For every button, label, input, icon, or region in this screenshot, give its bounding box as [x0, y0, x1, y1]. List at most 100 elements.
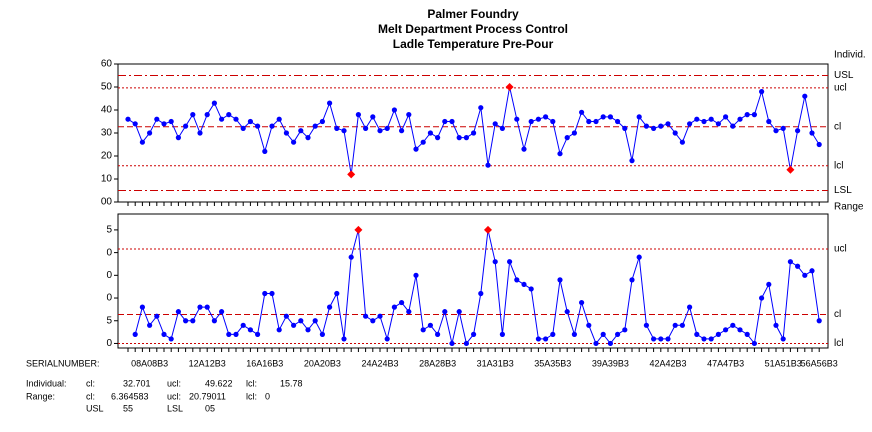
data-point: [219, 309, 225, 315]
x-tick-label: 39A39B3: [592, 358, 629, 368]
data-point: [687, 304, 693, 310]
data-point: [255, 331, 261, 337]
data-point: [377, 313, 383, 319]
footer-label: LSL: [167, 403, 183, 413]
plot-frame: [117, 213, 829, 349]
data-point: [802, 93, 808, 99]
y-tick-label: 60: [101, 59, 113, 70]
data-point: [615, 118, 621, 125]
data-point: [766, 281, 772, 288]
footer-label: ucl:: [167, 378, 181, 388]
data-point: [528, 118, 534, 125]
y-tick-label: 20: [101, 151, 113, 162]
data-point: [276, 327, 282, 333]
out-of-control-point: [786, 165, 795, 174]
x-tick-label: 56A56B3: [801, 358, 838, 368]
data-point: [636, 114, 642, 120]
data-point: [672, 130, 678, 136]
data-point: [744, 112, 750, 118]
y-tick-label: 0: [106, 338, 112, 349]
footer-label: Individual:: [26, 378, 67, 388]
data-point: [132, 121, 138, 127]
out-of-control-point: [505, 83, 514, 91]
chart-title: Melt Department Process Control: [378, 22, 568, 36]
data-point: [334, 290, 340, 297]
data-line: [134, 229, 820, 345]
data-point: [708, 336, 714, 342]
data-point: [363, 125, 369, 131]
data-point: [564, 135, 570, 141]
y-tick-label: 40: [101, 105, 113, 116]
footer-value: 15.78: [280, 378, 303, 388]
x-tick-label: 42A42B3: [649, 358, 686, 368]
data-point: [543, 114, 549, 120]
data-point: [305, 327, 311, 333]
data-point: [651, 125, 657, 131]
x-tick-label: 16A16B3: [246, 358, 283, 368]
y-tick-label: 0: [106, 293, 112, 304]
data-point: [334, 125, 340, 131]
data-point: [629, 158, 635, 164]
data-point: [262, 290, 268, 297]
data-point: [183, 318, 189, 324]
data-point: [499, 125, 505, 131]
x-tick-label: 35A35B3: [534, 358, 571, 368]
y-tick-label: 0: [106, 247, 112, 258]
data-point: [211, 100, 217, 106]
data-point: [780, 336, 786, 342]
y-tick-label: 5: [106, 315, 112, 326]
x-tick-label: 47A47B3: [707, 358, 744, 368]
data-point: [449, 118, 455, 125]
footer-label: lcl:: [246, 378, 257, 388]
data-point: [276, 116, 282, 122]
y-tick-label: 30: [101, 128, 113, 139]
data-point: [809, 130, 815, 136]
data-point: [305, 135, 311, 141]
data-point: [420, 327, 426, 333]
x-tick-label: 24A24B3: [361, 358, 398, 368]
data-point: [557, 151, 563, 157]
data-point: [291, 322, 297, 328]
footer-label: cl:: [86, 378, 95, 388]
data-point: [665, 336, 671, 342]
data-point: [744, 331, 750, 337]
data-point: [514, 277, 520, 283]
data-point: [406, 309, 412, 315]
footer-value: 05: [205, 403, 215, 413]
data-point: [579, 299, 585, 306]
data-point: [571, 130, 578, 136]
data-point: [175, 135, 181, 141]
x-tick-label: 31A31B3: [477, 358, 514, 368]
data-point: [665, 121, 671, 127]
data-point: [622, 125, 628, 131]
data-point: [442, 309, 448, 315]
data-point: [550, 331, 556, 337]
data-point: [456, 309, 462, 315]
data-point: [341, 336, 347, 342]
data-point: [391, 107, 397, 113]
data-point: [125, 116, 131, 122]
data-point: [139, 304, 145, 310]
limit-label: lcl: [834, 338, 843, 349]
footer-value: 49.622: [205, 378, 233, 388]
data-point: [406, 112, 412, 118]
data-point: [535, 336, 542, 342]
data-point: [492, 121, 498, 127]
data-point: [219, 116, 225, 122]
data-point: [435, 331, 441, 337]
data-point: [485, 162, 491, 168]
footer-value: 55: [123, 403, 133, 413]
data-point: [183, 123, 189, 129]
data-point: [579, 109, 585, 115]
data-point: [341, 128, 347, 134]
y-axis-label: Range: [834, 202, 864, 213]
data-point: [507, 259, 513, 265]
data-point: [543, 336, 549, 342]
data-point: [197, 130, 203, 136]
x-tick-label: 08A08B3: [131, 358, 168, 368]
data-point: [672, 322, 678, 328]
data-point: [643, 123, 650, 129]
data-point: [190, 318, 196, 324]
data-point: [391, 304, 397, 310]
footer-label: cl:: [86, 391, 95, 401]
